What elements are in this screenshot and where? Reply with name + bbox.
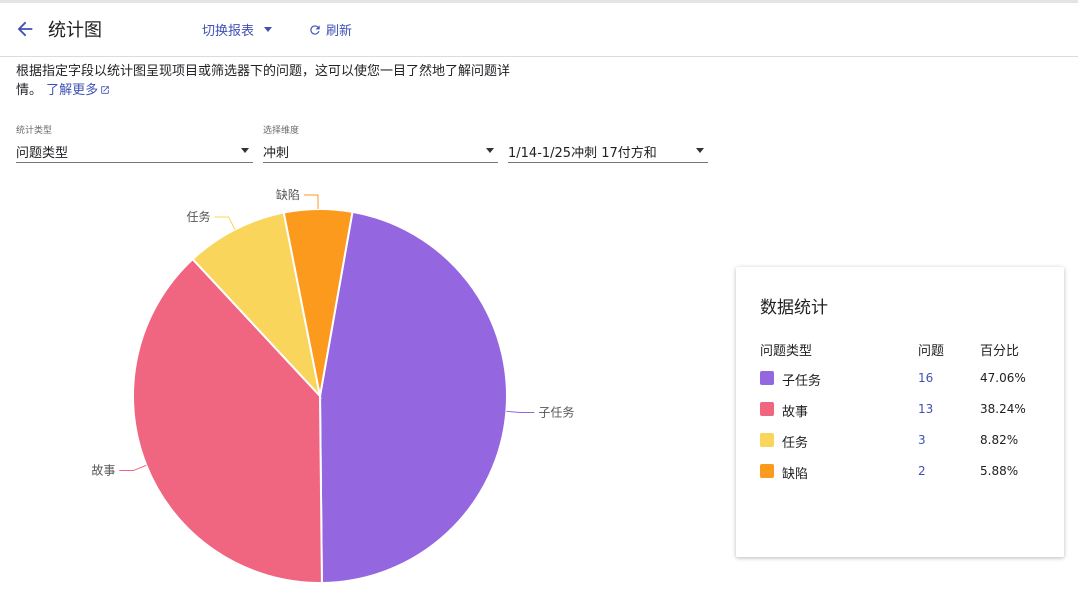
legend-swatch [760,402,774,416]
row-percent: 5.88% [980,464,1019,478]
switch-report-label: 切换报表 [202,24,255,39]
label-leader-line [119,464,147,472]
row-type: 缺陷 [782,467,809,482]
stats-row: 任务 3 8.82% [736,430,1064,451]
row-percent: 8.82% [980,433,1019,447]
refresh-icon [310,24,320,35]
refresh-label: 刷新 [326,24,353,39]
learn-more-link[interactable]: 了解更多 [46,83,110,98]
dimension-value: 冲刺 [263,146,290,161]
stat-type-value: 问题类型 [16,146,69,161]
dropdown-arrow-icon [696,148,704,153]
label-leader-line [506,410,535,413]
label-leader-line [214,216,236,230]
page-header: 统计图 切换报表 刷新 [0,3,1078,57]
stat-type-label: 统计类型 [16,126,53,136]
pie-label: 故事 [91,463,115,478]
legend-swatch [760,371,774,385]
data-stats-card: 数据统计 问题类型 问题 百分比 子任务 16 47.06% 故事 13 38.… [736,267,1064,557]
row-count-link[interactable]: 3 [918,433,926,447]
label-leader-line [303,194,319,210]
pie-slice-子任务[interactable] [318,210,508,585]
top-border [0,0,1078,3]
pie-label: 缺陷 [276,187,300,202]
switch-report-button[interactable]: 切换报表 [202,20,273,39]
sprint-value: 1/14-1/25冲刺 17付方和 [508,146,657,161]
row-count-link[interactable]: 13 [918,402,934,416]
dimension-select[interactable]: 选择维度 冲刺 [263,123,498,163]
pie-label: 任务 [187,209,211,224]
row-percent: 47.06% [980,371,1026,385]
stats-row: 子任务 16 47.06% [736,368,1064,389]
stats-title: 数据统计 [760,298,828,318]
header-percent: 百分比 [980,344,1020,359]
refresh-button[interactable]: 刷新 [308,20,352,39]
row-type: 故事 [782,405,809,420]
external-link-icon [101,86,109,94]
header-type: 问题类型 [760,344,813,359]
row-percent: 38.24% [980,402,1026,416]
pie-slice-故事[interactable] [132,257,323,584]
back-arrow-icon[interactable] [14,18,36,40]
row-count-link[interactable]: 2 [918,464,926,478]
description-text: 根据指定字段以统计图呈现项目或筛选器下的问题，这可以使您一目了然地了解问题详情。 [16,64,511,98]
description: 根据指定字段以统计图呈现项目或筛选器下的问题，这可以使您一目了然地了解问题详情。… [16,62,526,100]
pie-label: 子任务 [538,404,574,419]
legend-swatch [760,464,774,478]
dropdown-arrow-icon [241,148,249,153]
pie-slice-任务[interactable] [191,211,322,400]
stats-row: 故事 13 38.24% [736,399,1064,420]
legend-swatch [760,433,774,447]
dimension-label: 选择维度 [263,126,300,136]
sprint-select[interactable]: 1/14-1/25冲刺 17付方和 [508,123,708,163]
dropdown-arrow-icon [486,148,494,153]
pie-slice-缺陷[interactable] [282,208,354,397]
row-type: 任务 [782,436,809,451]
header-count: 问题 [918,344,945,359]
row-type: 子任务 [782,374,822,389]
stats-row: 缺陷 2 5.88% [736,461,1064,482]
page-title: 统计图 [48,20,102,41]
stat-type-select[interactable]: 统计类型 问题类型 [16,123,253,163]
row-count-link[interactable]: 16 [918,371,934,385]
chevron-down-icon [264,27,273,32]
